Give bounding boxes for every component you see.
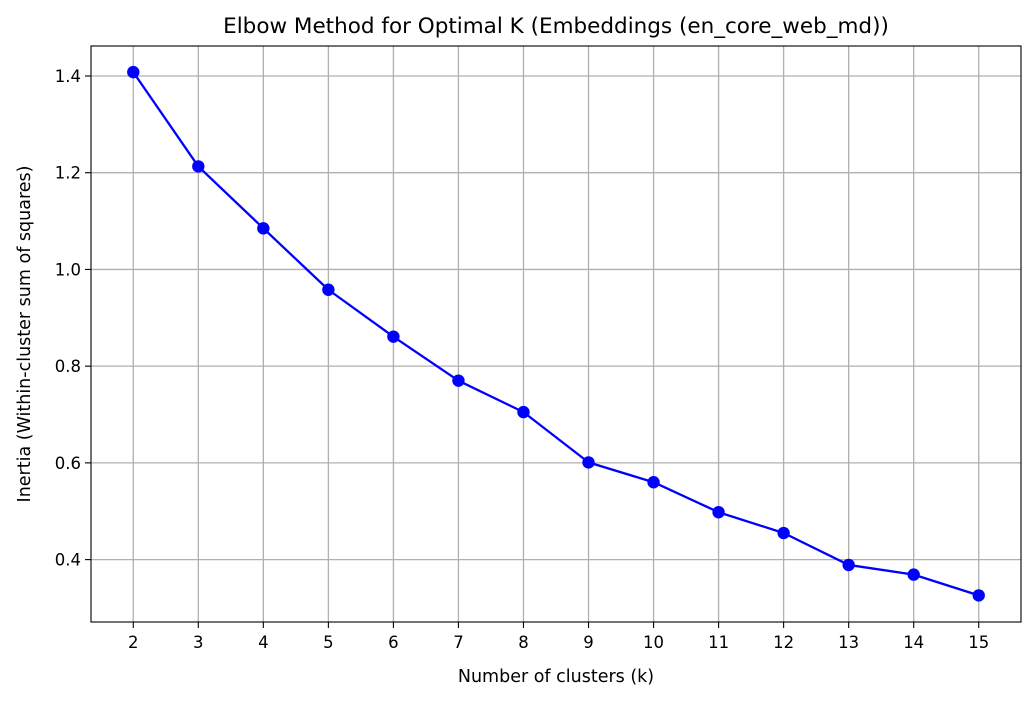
plot-frame (90, 45, 1022, 623)
axis-ticks: 2 3 4 5 6 7 8 9 10 11 12 13 14 15 0.4 0.6 0.8 1.0 1.2 1.4 (55, 67, 989, 652)
x-tick-label: 8 (518, 633, 529, 652)
data-point (127, 65, 140, 79)
data-point (582, 456, 595, 469)
x-tick-label: 3 (193, 633, 204, 652)
data-point (777, 526, 790, 540)
x-tick-label: 13 (838, 633, 859, 652)
x-tick-label: 12 (773, 633, 794, 652)
x-tick-label: 11 (708, 633, 729, 652)
x-tick-label: 6 (388, 633, 399, 652)
x-tick-label: 10 (643, 633, 664, 652)
x-axis-label: Number of clusters (k) (458, 667, 654, 687)
x-tick-label: 7 (453, 633, 464, 652)
y-tick-label: 1.0 (55, 260, 81, 279)
y-tick-label: 1.4 (55, 67, 81, 86)
data-point (322, 283, 335, 296)
series-line (132, 71, 980, 597)
data-point (192, 160, 205, 173)
y-axis-label: Inertia (Within-cluster sum of squares) (15, 166, 35, 503)
y-tick-label: 1.2 (55, 164, 81, 183)
data-point (907, 568, 920, 581)
x-tick-label: 15 (968, 633, 989, 652)
chart-title: Elbow Method for Optimal K (Embeddings (… (223, 14, 889, 39)
data-point (517, 405, 530, 419)
data-point (842, 558, 855, 572)
y-tick-label: 0.8 (55, 357, 81, 376)
y-tick-label: 0.4 (55, 551, 81, 570)
data-point (712, 506, 725, 519)
y-tick-label: 0.6 (55, 454, 81, 473)
data-point (387, 330, 400, 343)
data-point (452, 374, 465, 387)
x-tick-label: 2 (128, 633, 139, 652)
x-tick-label: 5 (323, 633, 334, 652)
data-point (257, 222, 270, 235)
data-point (972, 589, 985, 602)
x-tick-label: 14 (903, 633, 924, 652)
series-layer (127, 65, 985, 602)
grid (91, 46, 1021, 622)
x-tick-label: 4 (258, 633, 269, 652)
x-tick-label: 9 (583, 633, 594, 652)
data-point (647, 476, 660, 489)
